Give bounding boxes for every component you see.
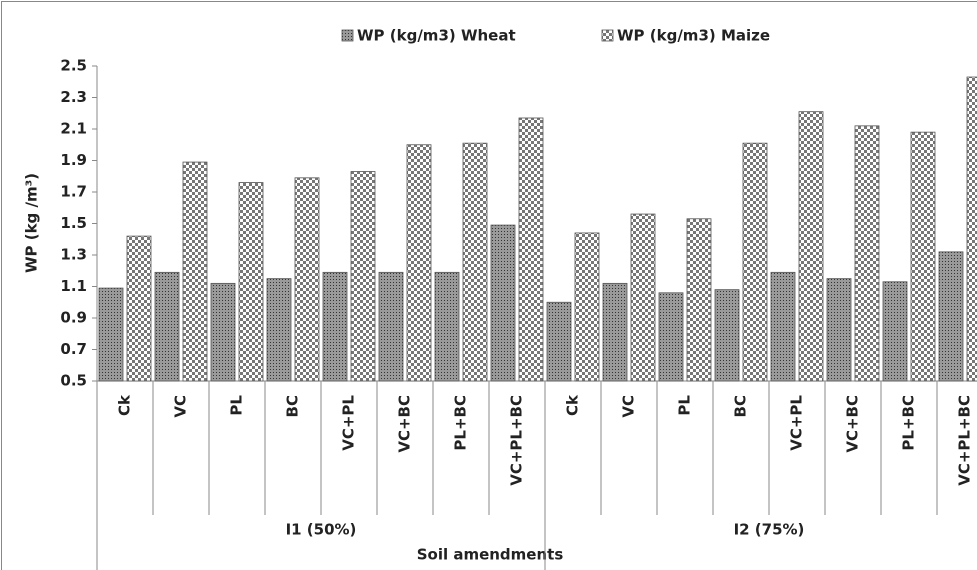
bar: [910, 131, 936, 382]
bar: [686, 218, 712, 382]
y-tick-label: 2.1: [60, 120, 87, 138]
group-label: I1 (50%): [286, 521, 357, 539]
bar: [350, 171, 376, 382]
bar: [742, 142, 768, 382]
x-tick-label: VC+PL: [788, 395, 806, 451]
x-tick-label: Ck: [564, 394, 582, 416]
y-tick-label: 2.3: [60, 88, 87, 106]
bar: [378, 271, 404, 382]
y-tick-label: 0.9: [60, 309, 87, 327]
y-tick-label: 1.1: [60, 277, 87, 295]
x-tick-label: VC+PL: [340, 395, 358, 451]
y-tick-label: 1.9: [60, 151, 87, 169]
bar: [770, 271, 796, 382]
bar: [98, 287, 124, 382]
x-axis-label: Soil amendments: [417, 546, 564, 564]
bar: [126, 235, 152, 382]
bar: [658, 292, 684, 382]
bar: [238, 182, 264, 382]
x-tick-label: VC: [620, 395, 638, 418]
y-tick-label: 1.3: [60, 246, 87, 264]
legend-label: WP (kg/m3) Wheat: [357, 27, 516, 45]
group-label: I2 (75%): [734, 521, 805, 539]
y-axis-label: WP (kg /m³): [23, 173, 41, 273]
bar: [966, 76, 977, 382]
bar: [602, 282, 628, 382]
bar: [210, 282, 236, 382]
bar: [938, 251, 964, 382]
x-tick-label: PL: [228, 395, 246, 416]
bar: [490, 224, 516, 382]
bar: [462, 142, 488, 382]
bar: [322, 271, 348, 382]
bar: [546, 301, 572, 382]
x-tick-label: VC: [172, 395, 190, 418]
bar: [714, 289, 740, 382]
bar: [518, 117, 544, 382]
y-tick-label: 0.7: [60, 340, 87, 358]
x-tick-label: PL: [676, 395, 694, 416]
legend-swatch: [601, 29, 614, 42]
y-tick-label: 1.7: [60, 183, 87, 201]
x-tick-label: VC+PL+BC: [956, 395, 974, 486]
legend-swatch: [341, 29, 354, 42]
bar: [294, 177, 320, 382]
legend-label: WP (kg/m3) Maize: [617, 27, 770, 45]
bar: [574, 232, 600, 382]
bar: [882, 281, 908, 382]
bar: [434, 271, 460, 382]
x-tick-label: BC: [284, 395, 302, 417]
x-tick-label: VC+BC: [844, 395, 862, 453]
y-tick-label: 2.5: [60, 57, 87, 75]
x-tick-label: Ck: [116, 394, 134, 416]
bar: [406, 144, 432, 382]
y-tick-label: 0.5: [60, 372, 87, 390]
x-tick-label: VC+PL+BC: [508, 395, 526, 486]
x-tick-label: BC: [732, 395, 750, 417]
y-tick-label: 1.5: [60, 214, 87, 232]
bar: [826, 278, 852, 382]
x-tick-label: PL+BC: [900, 395, 918, 451]
x-tick-label: PL+BC: [452, 395, 470, 451]
bar: [182, 161, 208, 382]
bar: [798, 111, 824, 382]
bar: [630, 213, 656, 382]
bar: [854, 125, 880, 382]
x-tick-label: VC+BC: [396, 395, 414, 453]
bar: [154, 271, 180, 382]
bar: [266, 278, 292, 382]
